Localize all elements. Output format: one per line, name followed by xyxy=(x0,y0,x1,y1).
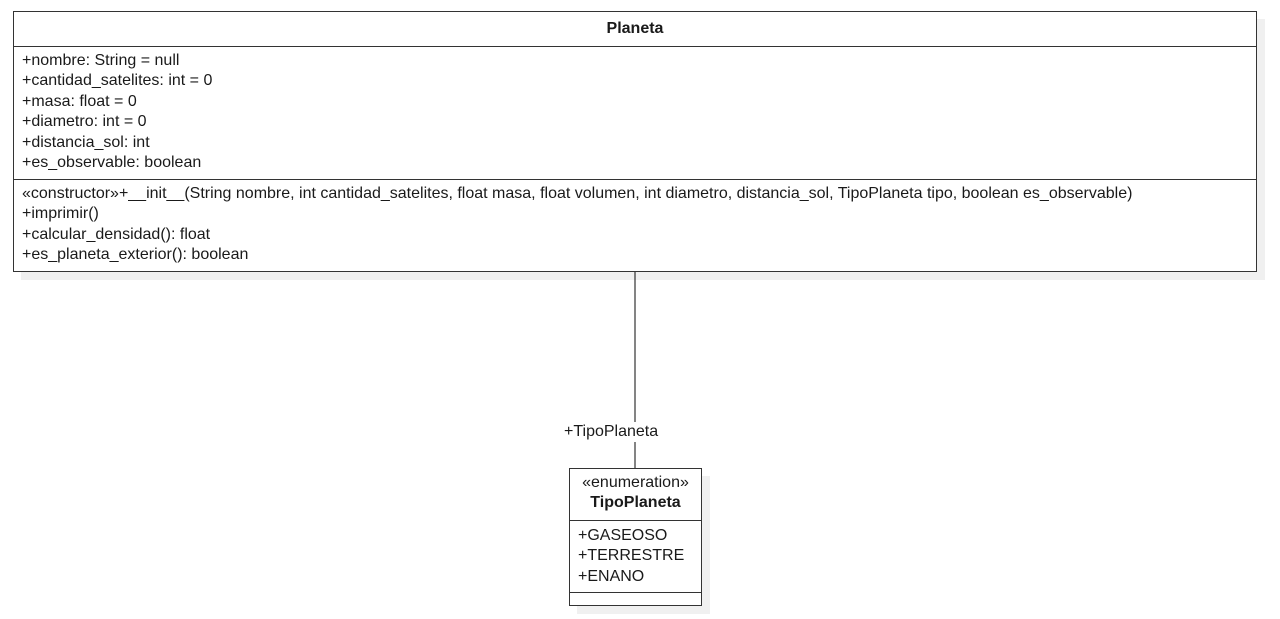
enum-tipo-planeta[interactable]: «enumeration» TipoPlaneta +GASEOSO +TERR… xyxy=(569,468,702,606)
enum-operations-section xyxy=(570,593,701,597)
attribute-es-observable: +es_observable: boolean xyxy=(22,154,202,172)
class-header: Planeta xyxy=(14,12,1256,47)
operation-imprimir: +imprimir() xyxy=(22,205,99,223)
operation-calcular-densidad: +calcular_densidad(): float xyxy=(22,225,211,243)
enum-literal-enano: +ENANO xyxy=(578,567,645,585)
attribute-distancia-sol: +distancia_sol: int xyxy=(22,133,150,151)
operation-constructor: «constructor»+__init__(String nombre, in… xyxy=(22,185,1133,202)
enum-literal-terrestre: +TERRESTRE xyxy=(578,547,685,565)
attributes-section: +nombre: String = null +cantidad_satelit… xyxy=(14,47,1256,180)
enum-header: «enumeration» TipoPlaneta xyxy=(570,469,701,521)
enum-name: TipoPlaneta xyxy=(590,494,681,511)
attribute-diametro: +diametro: int = 0 xyxy=(22,113,147,131)
enum-literal-gaseoso: +GASEOSO xyxy=(578,527,668,544)
association-role-label: +TipoPlaneta xyxy=(563,422,660,442)
operation-es-planeta-exterior: +es_planeta_exterior(): boolean xyxy=(22,246,249,264)
attribute-nombre: +nombre: String = null xyxy=(22,52,180,69)
class-name: Planeta xyxy=(606,20,664,37)
operations-section: «constructor»+__init__(String nombre, in… xyxy=(14,180,1256,266)
enum-literals-section: +GASEOSO +TERRESTRE +ENANO xyxy=(570,521,701,593)
attribute-masa: +masa: float = 0 xyxy=(22,92,137,110)
enum-stereotype: «enumeration» xyxy=(582,474,689,491)
class-planeta[interactable]: Planeta +nombre: String = null +cantidad… xyxy=(13,11,1257,272)
attribute-cantidad-satelites: +cantidad_satelites: int = 0 xyxy=(22,72,213,90)
